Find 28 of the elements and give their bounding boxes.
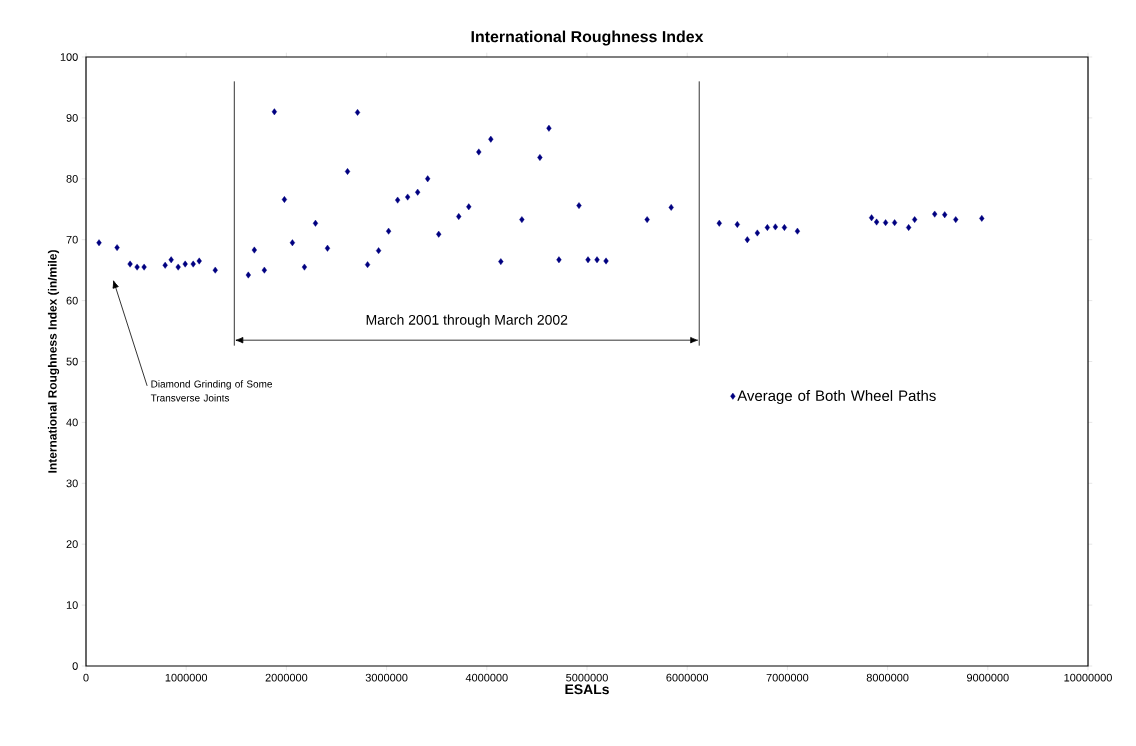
y-tick-label: 100 bbox=[60, 53, 78, 61]
x-tick-label: 1000000 bbox=[165, 673, 208, 682]
x-tick-label: 0 bbox=[83, 673, 89, 682]
y-tick-label: 70 bbox=[66, 235, 78, 244]
y-tick-label: 10 bbox=[66, 601, 78, 609]
y-tick-label: 80 bbox=[66, 174, 78, 183]
y-tick-label: 90 bbox=[66, 114, 78, 122]
y-tick-label: 40 bbox=[66, 418, 78, 427]
x-tick-label: 3000000 bbox=[365, 673, 408, 682]
x-tick-label: 2000000 bbox=[265, 673, 308, 682]
x-tick-label: 4000000 bbox=[465, 673, 508, 682]
y-tick-label: 30 bbox=[66, 479, 78, 488]
x-tick-label: 10000000 bbox=[1064, 673, 1112, 682]
y-tick-label: 50 bbox=[66, 357, 78, 366]
legend-label: Average of Both Wheel Paths bbox=[737, 390, 936, 404]
x-tick-label: 5000000 bbox=[566, 673, 608, 682]
chart-title: International Roughness Index bbox=[471, 30, 704, 46]
y-tick-label: 0 bbox=[72, 662, 78, 670]
x-tick-label: 9000000 bbox=[966, 673, 1009, 682]
x-tick-label: 6000000 bbox=[666, 673, 709, 682]
y-tick-label: 20 bbox=[66, 540, 78, 549]
y-tick-label: 60 bbox=[66, 296, 78, 305]
annotation: Diamond Grinding of Some Transverse Joints bbox=[150, 380, 272, 402]
x-tick-label: 7000000 bbox=[766, 673, 809, 682]
x-axis-title: ESALs bbox=[565, 684, 609, 695]
annotation: March 2001 through March 2002 bbox=[366, 314, 568, 328]
y-axis-title: International Roughness Index (in/mile) bbox=[47, 250, 60, 473]
x-tick-label: 8000000 bbox=[866, 673, 909, 682]
